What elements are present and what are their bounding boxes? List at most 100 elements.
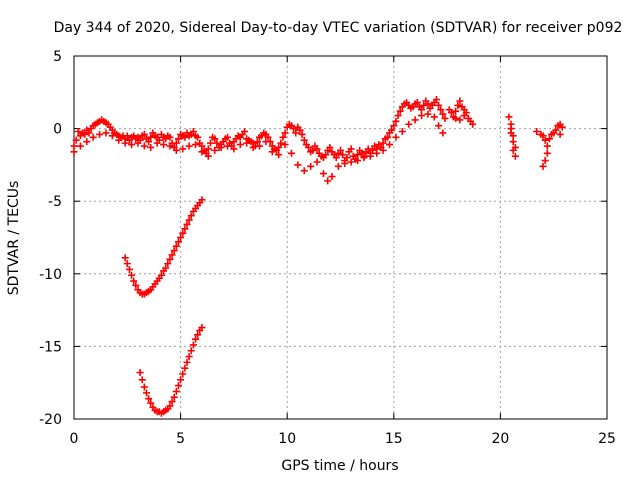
data-point bbox=[96, 130, 104, 138]
data-point bbox=[441, 114, 449, 122]
data-point bbox=[432, 96, 440, 104]
data-point bbox=[411, 116, 419, 124]
data-point bbox=[507, 125, 515, 133]
data-point bbox=[174, 135, 182, 143]
data-point bbox=[347, 145, 355, 153]
data-point bbox=[360, 154, 368, 162]
data-point bbox=[509, 132, 517, 140]
data-point bbox=[177, 234, 185, 241]
data-point bbox=[552, 126, 560, 134]
data-point bbox=[388, 126, 396, 134]
data-point bbox=[287, 149, 295, 157]
data-point bbox=[332, 154, 340, 162]
x-tick-label: 10 bbox=[278, 431, 296, 447]
data-point bbox=[128, 271, 136, 279]
y-tick-label: -20 bbox=[39, 412, 62, 428]
data-point bbox=[206, 139, 214, 147]
data-point bbox=[134, 139, 142, 147]
data-point bbox=[136, 369, 144, 377]
data-point bbox=[437, 106, 445, 114]
data-point bbox=[172, 242, 180, 250]
data-point bbox=[89, 133, 97, 141]
data-point bbox=[224, 142, 232, 150]
series-curve-lower bbox=[136, 324, 206, 417]
data-point bbox=[185, 216, 193, 224]
x-tick-label: 25 bbox=[598, 431, 616, 447]
data-point bbox=[435, 101, 443, 109]
data-point bbox=[539, 162, 547, 170]
data-point bbox=[194, 331, 202, 339]
data-point bbox=[145, 138, 153, 146]
y-tick-label: 5 bbox=[53, 49, 62, 65]
data-point bbox=[264, 133, 272, 141]
data-point bbox=[368, 146, 376, 154]
data-point bbox=[236, 141, 244, 149]
data-point bbox=[183, 358, 191, 366]
x-tick-label: 15 bbox=[385, 431, 403, 447]
data-point bbox=[81, 130, 89, 138]
data-point bbox=[166, 402, 174, 410]
data-point bbox=[394, 112, 402, 120]
data-point bbox=[313, 158, 321, 166]
series-curve-upper bbox=[121, 196, 206, 298]
data-point bbox=[140, 142, 148, 150]
data-point bbox=[383, 133, 391, 141]
data-point bbox=[279, 133, 287, 141]
data-point bbox=[153, 139, 161, 147]
data-point bbox=[185, 142, 193, 150]
y-tick-label: -10 bbox=[39, 267, 62, 283]
data-point bbox=[281, 141, 289, 149]
data-point bbox=[290, 125, 298, 133]
data-point bbox=[281, 129, 289, 137]
data-point bbox=[168, 398, 176, 406]
data-point bbox=[373, 149, 381, 157]
plot-frame bbox=[73, 55, 608, 420]
data-point bbox=[392, 117, 400, 125]
data-point bbox=[294, 161, 302, 169]
data-point bbox=[72, 136, 80, 144]
data-point bbox=[347, 158, 355, 166]
data-point bbox=[398, 128, 406, 136]
y-tick-label: 0 bbox=[53, 122, 62, 138]
data-point bbox=[183, 220, 191, 228]
data-point bbox=[123, 132, 131, 140]
data-point bbox=[204, 152, 212, 160]
data-point bbox=[130, 277, 138, 285]
data-point bbox=[192, 141, 200, 149]
data-point bbox=[181, 133, 189, 141]
data-point bbox=[147, 399, 155, 407]
data-point bbox=[511, 143, 519, 151]
data-point bbox=[170, 247, 178, 255]
data-point bbox=[379, 139, 387, 147]
data-point bbox=[253, 138, 261, 146]
data-point bbox=[439, 129, 447, 137]
data-point bbox=[198, 148, 206, 156]
data-point bbox=[83, 138, 91, 146]
data-point bbox=[447, 109, 455, 117]
data-point bbox=[179, 370, 187, 378]
data-point bbox=[123, 260, 131, 268]
grid bbox=[74, 56, 607, 419]
data-point bbox=[168, 251, 176, 259]
data-point bbox=[324, 177, 332, 185]
data-point bbox=[108, 132, 116, 140]
data-point bbox=[435, 122, 443, 130]
x-axis-label: GPS time / hours bbox=[281, 458, 398, 474]
data-point bbox=[469, 120, 477, 128]
series-segment-17-19 bbox=[445, 97, 477, 128]
data-point bbox=[166, 133, 174, 141]
data-point bbox=[420, 101, 428, 109]
y-tick-label: -15 bbox=[39, 339, 62, 355]
data-point bbox=[305, 143, 313, 151]
data-point bbox=[292, 129, 300, 137]
data-point bbox=[174, 382, 182, 390]
y-tick-label: -5 bbox=[48, 194, 62, 210]
data-point bbox=[132, 281, 140, 289]
data-point bbox=[386, 141, 394, 149]
data-point bbox=[309, 146, 317, 154]
data-point bbox=[364, 145, 372, 153]
data-point bbox=[341, 159, 349, 167]
data-point bbox=[140, 383, 148, 391]
data-point bbox=[505, 113, 513, 121]
